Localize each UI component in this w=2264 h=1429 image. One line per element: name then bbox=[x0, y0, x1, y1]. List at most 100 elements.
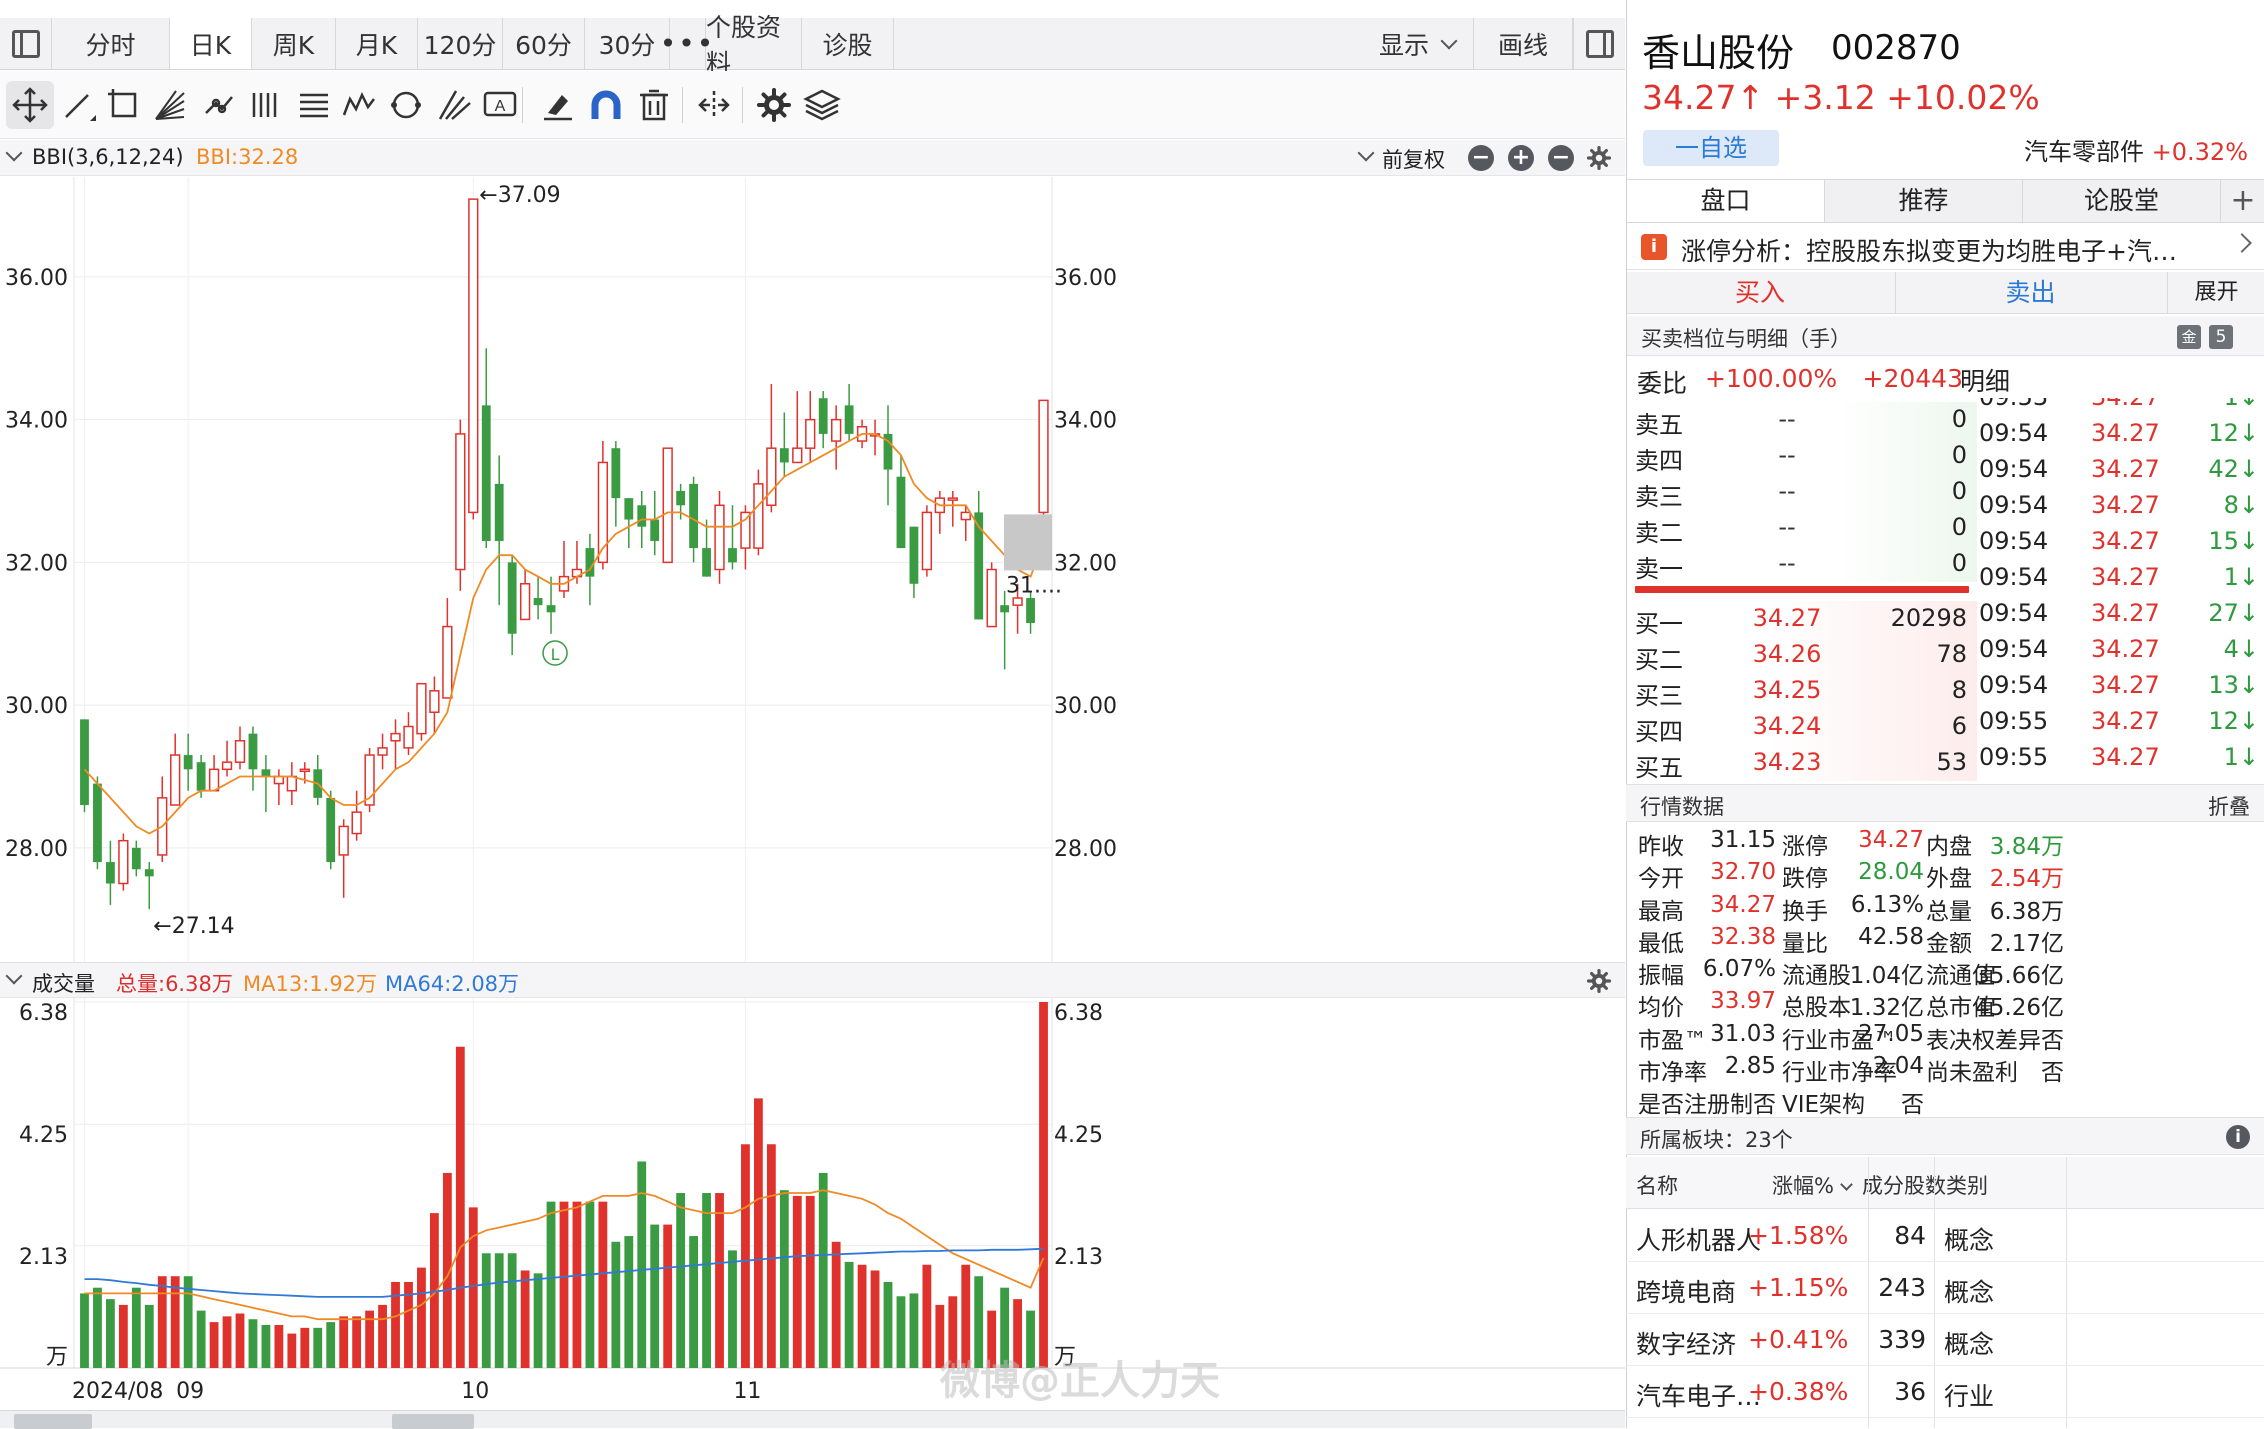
collapse-button[interactable]: − bbox=[1548, 145, 1574, 171]
buy-button[interactable]: 买入 bbox=[1734, 278, 1785, 307]
tab-recommend[interactable]: 推荐 bbox=[1825, 180, 2023, 222]
fold-button[interactable]: 折叠 bbox=[2208, 795, 2250, 819]
bid-level[interactable]: 买五 34.23 53 bbox=[1627, 745, 1977, 782]
market-data: 昨收 31.15 涨停 34.27 内盘 3.84万 今开 32.70 跌停 28.04 外盘 2.5… bbox=[1626, 824, 2264, 1118]
industry-link[interactable]: 汽车零部件 +0.32% bbox=[2024, 132, 2248, 167]
info-icon[interactable]: i bbox=[2226, 1125, 2250, 1149]
svg-text:A: A bbox=[495, 98, 506, 115]
volume-bar bbox=[339, 1316, 349, 1368]
draw-line-button[interactable]: 画线 bbox=[1472, 18, 1573, 69]
column-header-name[interactable]: 名称 bbox=[1636, 1174, 1678, 1198]
candle-body bbox=[831, 418, 842, 442]
tab-60min[interactable]: 60分 bbox=[503, 18, 585, 69]
trade-tick-row: 09:54 34.27 15↓ bbox=[1975, 524, 2263, 560]
move-tool[interactable] bbox=[6, 81, 54, 129]
pitchfork-tool[interactable] bbox=[430, 81, 478, 129]
tab-daily-k[interactable]: 日K bbox=[170, 18, 252, 69]
tab-30min[interactable]: 30分 bbox=[585, 18, 670, 69]
candle bbox=[974, 491, 984, 620]
limit-up-analysis[interactable]: i 涨停分析：控股股东拟变更为均胜电子+汽… bbox=[1627, 224, 2264, 270]
column-header-change[interactable]: 涨幅% bbox=[1772, 1170, 1853, 1200]
tab-diagnosis[interactable]: 诊股 bbox=[802, 18, 894, 69]
settings-tool[interactable] bbox=[750, 81, 798, 129]
market-data-row: 昨收 31.15 涨停 34.27 内盘 3.84万 bbox=[1626, 824, 2264, 860]
price-adjust-select[interactable]: 前复权 bbox=[1382, 148, 1445, 172]
gann-icon bbox=[252, 93, 277, 117]
channel-tool[interactable] bbox=[196, 81, 244, 129]
fib-tool[interactable] bbox=[290, 81, 338, 129]
ask-level[interactable]: 卖三 -- 0 bbox=[1627, 474, 1977, 511]
candle-body bbox=[131, 847, 141, 870]
rect-tool[interactable] bbox=[100, 81, 148, 129]
chevron-down-icon[interactable] bbox=[1357, 144, 1375, 162]
sector-title: 所属板块：23个 bbox=[1640, 1128, 1793, 1152]
indicator-name[interactable]: BBI(3,6,12,24) bbox=[32, 145, 184, 169]
vol-y-tick-left: 4.25 bbox=[19, 1123, 68, 1148]
book-divider bbox=[1635, 586, 1969, 593]
volume-bar bbox=[93, 1287, 102, 1368]
chevron-down-icon[interactable] bbox=[5, 144, 23, 162]
tab-forum[interactable]: 论股堂 bbox=[2023, 180, 2221, 222]
add-tab-button[interactable]: + bbox=[2230, 183, 2256, 218]
trade-detail-list[interactable]: 09:5334.271↓09:5434.2712↓09:5434.2742↓09… bbox=[1950, 398, 2264, 781]
right-panel-toggle-button[interactable] bbox=[1573, 18, 1625, 69]
bid-level[interactable]: 买二 34.26 78 bbox=[1627, 637, 1977, 674]
ask-level[interactable]: 卖五 -- 0 bbox=[1627, 402, 1977, 439]
zoom-out-button[interactable]: − bbox=[1468, 145, 1494, 171]
line-tool[interactable] bbox=[54, 81, 102, 129]
ask-level[interactable]: 卖一 -- 0 bbox=[1627, 546, 1977, 583]
bid-level[interactable]: 买四 34.24 6 bbox=[1627, 709, 1977, 746]
bottom-tab[interactable] bbox=[392, 1414, 474, 1429]
trade-tick-row: 09:53 34.27 1↓ bbox=[1975, 398, 2263, 416]
candlestick-chart[interactable]: 36.00 36.00 34.00 34.00 32.00 32.00 30.00 30.00… bbox=[0, 177, 1625, 962]
ask-level[interactable]: 卖四 -- 0 bbox=[1627, 438, 1977, 475]
sell-button[interactable]: 卖出 bbox=[1895, 272, 2165, 314]
candle-body bbox=[740, 511, 751, 549]
tab-weekly-k[interactable]: 周K bbox=[252, 18, 336, 69]
column-header-type[interactable]: 类别 bbox=[1946, 1174, 1988, 1198]
ask-level[interactable]: 卖二 -- 0 bbox=[1627, 510, 1977, 547]
hide-drawings-tool[interactable] bbox=[690, 81, 738, 129]
event-marker-icon[interactable] bbox=[542, 640, 568, 666]
tab-order-book[interactable]: 盘口 bbox=[1627, 180, 1825, 222]
column-header-count[interactable]: 成分股数 bbox=[1862, 1174, 1946, 1198]
market-data-key: 换手 bbox=[1782, 898, 1828, 925]
level-five-icon[interactable]: 5 bbox=[2209, 325, 2233, 349]
gann-tool[interactable] bbox=[242, 81, 290, 129]
sector-row[interactable]: 跨境电商 +1.15% 243 概念 bbox=[1626, 1262, 2264, 1314]
bottom-tab[interactable] bbox=[14, 1414, 92, 1429]
sector-row[interactable]: 人形机器人 +1.58% 84 概念 bbox=[1626, 1210, 2264, 1262]
layers-tool[interactable] bbox=[798, 81, 846, 129]
left-panel-toggle-button[interactable] bbox=[0, 18, 52, 69]
tick-time: 09:53 bbox=[1979, 398, 2048, 411]
zoom-in-button[interactable]: + bbox=[1508, 145, 1534, 171]
cycle-tool[interactable] bbox=[382, 81, 430, 129]
eraser-tool[interactable] bbox=[534, 81, 582, 129]
trash-tool[interactable] bbox=[630, 81, 678, 129]
wave-tool[interactable] bbox=[336, 81, 384, 129]
tab-profile[interactable]: 个股资料 bbox=[706, 13, 802, 78]
expand-button[interactable]: 展开 bbox=[2167, 272, 2264, 314]
level-label: 卖二 bbox=[1635, 519, 1683, 547]
gold-icon[interactable]: 金 bbox=[2177, 325, 2201, 349]
sector-row[interactable]: 数字经济 +0.41% 339 概念 bbox=[1626, 1314, 2264, 1366]
remove-watchlist-button[interactable]: 一自选 bbox=[1643, 130, 1779, 166]
chevron-down-icon[interactable] bbox=[5, 967, 23, 985]
bid-level[interactable]: 买三 34.25 8 bbox=[1627, 673, 1977, 710]
bid-level[interactable]: 买一 34.27 20298 bbox=[1627, 601, 1977, 638]
volume-bar bbox=[663, 1224, 673, 1368]
gear-icon[interactable] bbox=[1586, 145, 1612, 171]
sector-row[interactable]: 汽车电子… +0.38% 36 行业 bbox=[1626, 1366, 2264, 1418]
tab-timeshare[interactable]: 分时 bbox=[52, 18, 170, 69]
tab-more[interactable]: ••• bbox=[660, 18, 713, 69]
magnet-tool[interactable] bbox=[582, 81, 630, 129]
fan-tool[interactable] bbox=[146, 81, 194, 129]
volume-title[interactable]: 成交量 bbox=[32, 972, 95, 996]
text-tool[interactable]: A bbox=[476, 81, 524, 129]
tab-monthly-k[interactable]: 月K bbox=[336, 18, 418, 69]
display-menu[interactable]: 显示 bbox=[1361, 18, 1473, 69]
gear-icon[interactable] bbox=[1586, 968, 1612, 994]
tab-120min[interactable]: 120分 bbox=[418, 18, 503, 69]
order-ratio: 委比 +100.00% +20443 bbox=[1627, 362, 1977, 398]
